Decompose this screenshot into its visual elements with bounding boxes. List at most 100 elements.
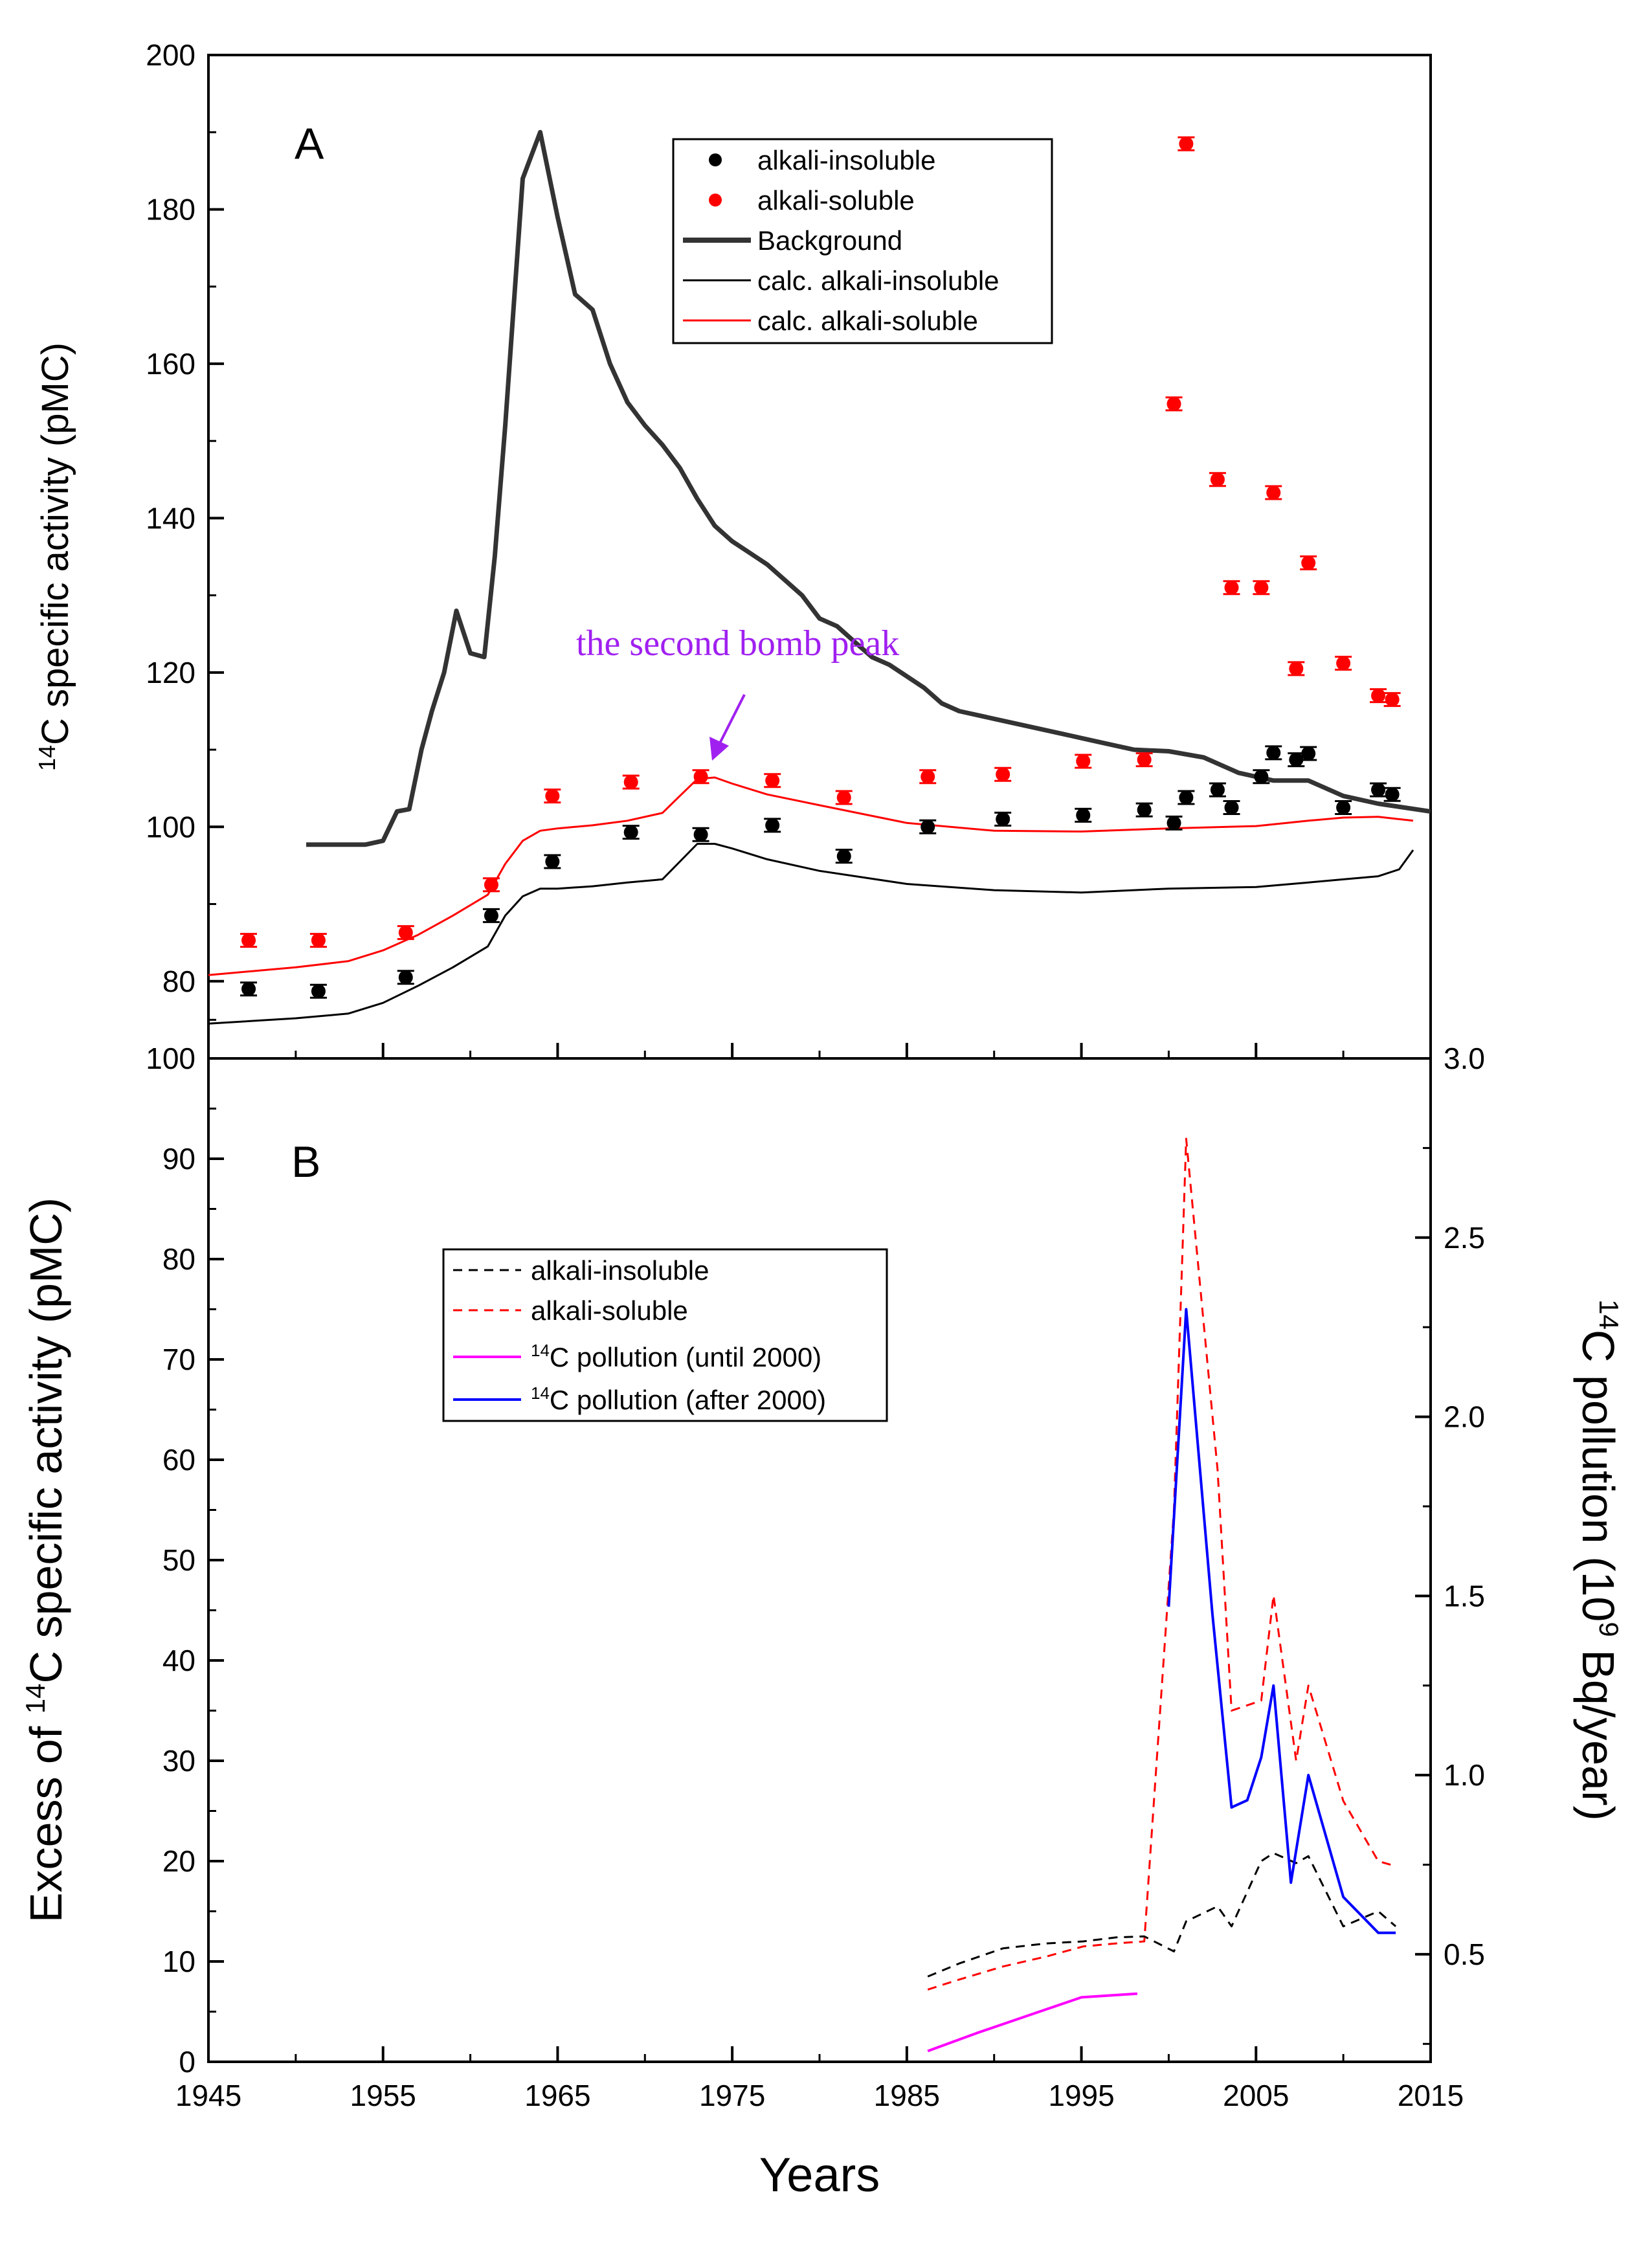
- point-alkali-insoluble: [1179, 790, 1194, 805]
- x-tick-label-1945: 1945: [175, 2079, 241, 2112]
- point-alkali-soluble: [1210, 472, 1225, 487]
- right-y-tick-label-2: 2.0: [1444, 1400, 1485, 1434]
- panel-b-y-ticks: 0 10 20 30 40 50 60 70 80 90 100: [146, 1042, 224, 2079]
- panel-b-right-y-axis-label: 14C pollution (109 Bq/year): [1573, 1299, 1624, 1820]
- y-tick-label-200: 200: [146, 38, 195, 72]
- point-alkali-soluble: [398, 925, 413, 940]
- y-tick-label-60: 60: [162, 1443, 195, 1477]
- point-alkali-soluble: [1254, 580, 1269, 595]
- y-tick-label-90: 90: [162, 1142, 195, 1176]
- point-alkali-soluble: [693, 769, 708, 784]
- point-alkali-insoluble: [545, 854, 560, 869]
- point-alkali-soluble: [311, 933, 326, 948]
- panel-b: 1945 1955 1965 1975 1985 1995 2005 2015 0 10 20 30…: [20, 1042, 1624, 2112]
- series-line-background: [306, 129, 1431, 847]
- y-tick-label-10: 10: [162, 1945, 195, 1978]
- x-tick-label-2005: 2005: [1223, 2079, 1289, 2112]
- point-alkali-soluble: [1336, 656, 1351, 671]
- right-y-tick-label-1.5: 1.5: [1444, 1579, 1485, 1613]
- panel-b-plot-lines: [927, 1137, 1397, 2053]
- point-alkali-insoluble: [1371, 783, 1386, 798]
- legend-label-pollution-after-2000: 14C pollution (after 2000): [531, 1383, 826, 1415]
- series-line-14c-pollution-after-2000: [1167, 1308, 1396, 1934]
- point-alkali-insoluble: [1385, 787, 1400, 802]
- point-alkali-soluble: [1224, 580, 1239, 595]
- y-tick-label-120: 120: [146, 656, 195, 689]
- right-y-tick-label-1: 1.0: [1444, 1758, 1485, 1792]
- point-alkali-insoluble: [996, 812, 1010, 827]
- panel-b-legend-box: [442, 1248, 888, 1422]
- annotation-arrow-shaft: [719, 694, 746, 744]
- right-y-tick-label-2.5: 2.5: [1444, 1221, 1485, 1255]
- point-alkali-insoluble: [311, 984, 326, 999]
- legend-label-calc-alkali-soluble: calc. alkali-soluble: [757, 306, 978, 336]
- point-alkali-soluble: [623, 775, 638, 790]
- point-alkali-soluble: [1266, 486, 1281, 500]
- point-alkali-insoluble: [484, 908, 498, 923]
- panel-b-right-y-ticks: 0.5 1.0 1.5 2.0 2.5 3.0: [1415, 1042, 1485, 2045]
- panel-a-label: A: [295, 119, 324, 168]
- legend-label-background: Background: [757, 225, 902, 256]
- series-line-alkali-insoluble: [927, 1852, 1397, 1978]
- y-tick-label-180: 180: [146, 192, 195, 226]
- legend-label-alkali-soluble: alkali-soluble: [757, 185, 915, 216]
- series-line-alkali-soluble: [927, 1137, 1396, 1991]
- point-alkali-soluble: [1289, 661, 1304, 676]
- y-tick-label-50: 50: [162, 1543, 195, 1577]
- panel-b-x-ticks: 1945 1955 1965 1975 1985 1995 2005 2015: [175, 2046, 1464, 2112]
- x-tick-label-1995: 1995: [1048, 2079, 1114, 2112]
- point-alkali-soluble: [1166, 396, 1181, 411]
- point-alkali-insoluble: [1166, 816, 1181, 831]
- point-alkali-insoluble: [1301, 746, 1316, 761]
- panel-a-y-axis-label: 14C specific activity (pMC): [34, 342, 76, 771]
- point-alkali-soluble: [1137, 752, 1152, 767]
- point-alkali-insoluble: [1254, 769, 1269, 784]
- y-tick-label-140: 140: [146, 501, 195, 535]
- point-alkali-insoluble: [241, 981, 256, 996]
- point-alkali-insoluble: [836, 849, 851, 864]
- right-y-tick-label-0.5: 0.5: [1444, 1938, 1485, 1971]
- x-tick-label-1985: 1985: [874, 2079, 940, 2112]
- y-tick-label-70: 70: [162, 1343, 195, 1376]
- right-y-tick-label-3: 3.0: [1444, 1042, 1485, 1075]
- legend-marker-alkali-insoluble: [709, 153, 722, 166]
- panel-a-x-ticks: [207, 1043, 1432, 1058]
- panel-b-y-axis-label: Excess of 14C specific activity (pMC): [20, 1198, 71, 1923]
- point-alkali-soluble: [765, 773, 780, 788]
- legend-label-b-alkali-soluble: alkali-soluble: [531, 1295, 688, 1326]
- point-alkali-insoluble: [1224, 800, 1239, 815]
- x-tick-label-1975: 1975: [699, 2079, 765, 2112]
- point-alkali-soluble: [241, 933, 256, 948]
- x-tick-label-1965: 1965: [524, 2079, 590, 2112]
- point-alkali-insoluble: [1076, 808, 1091, 823]
- y-tick-label-40: 40: [162, 1644, 195, 1677]
- point-alkali-soluble: [484, 877, 498, 892]
- panel-a-plot-lines: [208, 129, 1431, 1025]
- point-alkali-insoluble: [693, 827, 708, 842]
- point-alkali-soluble: [1385, 692, 1400, 707]
- legend-label-alkali-insoluble: alkali-insoluble: [757, 145, 935, 175]
- annotation-arrow-head: [709, 737, 729, 761]
- panel-a: 80 100 120 140 160 180 200 A 14C specific acti…: [34, 38, 1432, 1060]
- panel-a-y-ticks: 80 100 120 140 160 180 200: [146, 38, 224, 1021]
- y-tick-label-0: 0: [179, 2045, 195, 2079]
- x-tick-label-2015: 2015: [1398, 2079, 1464, 2112]
- panel-b-frame: [207, 1057, 1432, 2063]
- x-tick-label-1955: 1955: [350, 2079, 416, 2112]
- legend-label-b-alkali-insoluble: alkali-insoluble: [531, 1255, 709, 1286]
- point-alkali-soluble: [836, 790, 851, 805]
- y-tick-label-30: 30: [162, 1744, 195, 1778]
- series-line-calc-alkali-insoluble: [208, 843, 1414, 1025]
- panel-b-legend: alkali-insoluble alkali-soluble 14C poll…: [442, 1248, 888, 1422]
- point-alkali-insoluble: [1210, 783, 1225, 798]
- panel-a-legend: alkali-insoluble alkali-soluble Backgrou…: [672, 138, 1053, 344]
- point-alkali-soluble: [1371, 688, 1386, 703]
- point-alkali-insoluble: [765, 818, 780, 832]
- point-alkali-soluble: [996, 767, 1010, 782]
- y-tick-label-20: 20: [162, 1844, 195, 1878]
- point-alkali-soluble: [1179, 137, 1194, 151]
- series-line-14c-pollution-until-2000: [927, 1992, 1138, 2053]
- y-tick-label-160: 160: [146, 347, 195, 381]
- y-tick-label-80: 80: [162, 1242, 195, 1276]
